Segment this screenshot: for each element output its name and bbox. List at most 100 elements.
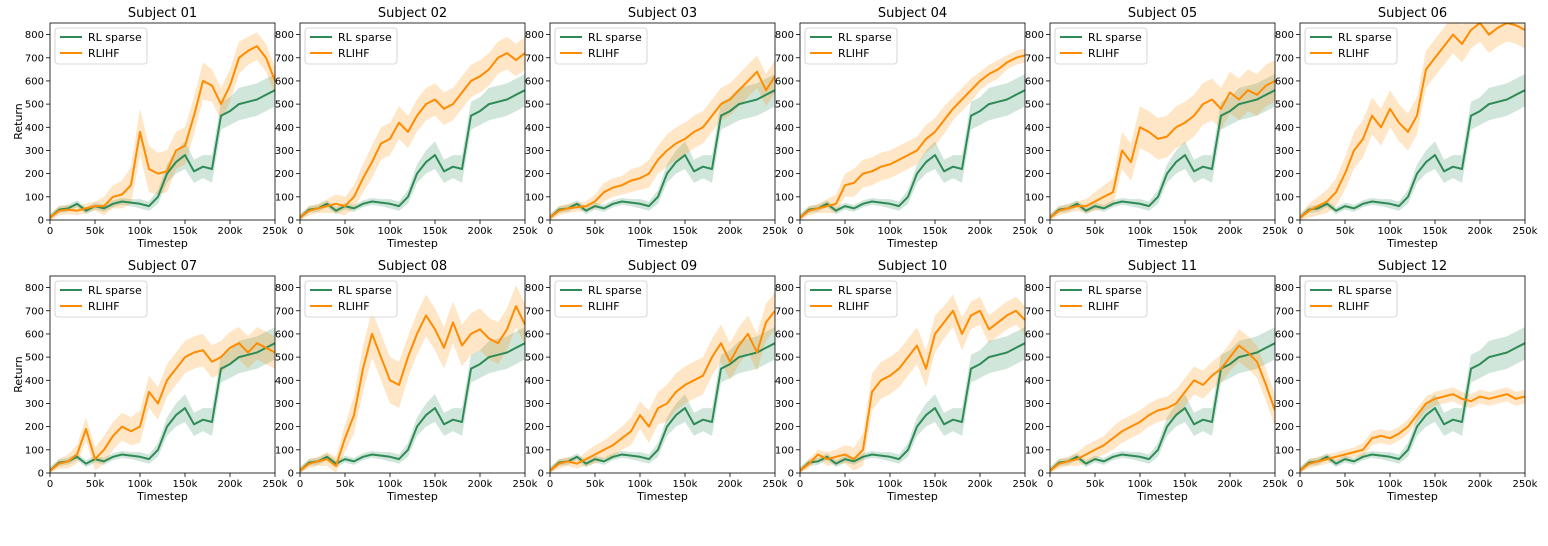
band-rlihf [550,292,775,473]
y-tick-label: 500 [525,100,544,111]
legend: RL sparse RLIHF [554,27,648,65]
x-tick-label: 50k [836,226,855,237]
y-tick-label: 0 [1038,216,1044,227]
y-tick-label: 600 [775,329,794,340]
legend: RL sparse RLIHF [1304,280,1398,318]
x-tick-label: 50k [836,479,855,490]
y-tick-label: 800 [25,283,44,294]
x-tick-label: 50k [1336,479,1355,490]
legend-label: RL sparse [588,31,642,44]
y-tick-label: 400 [1275,376,1294,387]
subplot-7: 0 50k 100k 150k 200k 250k 0 100 200 300 400 500 600 7… [12,259,288,503]
subplot-6: 0 50k 100k 150k 200k 250k 0 100 200 300 400 500 600 7… [1275,6,1538,250]
legend: RL sparse RLIHF [54,280,148,318]
legend-label: RLIHF [588,300,620,313]
subplot-1: 0 50k 100k 150k 200k 250k 0 100 200 300 400 500 600 7… [12,6,288,250]
x-tick-label: 0 [1297,479,1303,490]
line-rlihf [300,52,525,219]
line-rlihf [550,310,775,472]
y-tick-label: 200 [1025,422,1044,433]
y-tick-label: 800 [1025,30,1044,41]
y-tick-label: 0 [1288,216,1294,227]
y-axis-label: Return [12,356,25,393]
subplot-title: Subject 10 [878,259,947,274]
x-tick-label: 0 [1297,226,1303,237]
x-tick-label: 0 [547,479,553,490]
y-tick-label: 800 [775,283,794,294]
legend-label: RLIHF [1338,47,1370,60]
y-tick-label: 0 [538,216,544,227]
y-tick-label: 200 [775,169,794,180]
y-tick-label: 0 [38,469,44,480]
y-tick-label: 700 [1025,306,1044,317]
line-rl-sparse [1050,89,1275,219]
x-tick-label: 200k [1468,226,1493,237]
y-tick-label: 100 [525,445,544,456]
y-tick-label: 300 [1275,399,1294,410]
y-tick-label: 600 [525,329,544,340]
y-tick-label: 200 [525,169,544,180]
x-tick-label: 150k [1423,479,1448,490]
y-axis-label: Return [12,103,25,140]
axes-frame [1049,275,1276,474]
y-tick-label: 700 [525,53,544,64]
subplot-title: Subject 09 [628,259,697,274]
x-tick-label: 200k [968,226,993,237]
axes-frame [1049,22,1276,221]
subplot-title: Subject 06 [1378,6,1447,21]
y-tick-label: 400 [25,123,44,134]
y-tick-label: 300 [525,146,544,157]
subplot-title: Subject 05 [1128,6,1197,21]
x-tick-label: 0 [297,226,303,237]
y-tick-label: 200 [1275,169,1294,180]
x-tick-label: 250k [263,479,288,490]
subplot-title: Subject 01 [128,6,197,21]
y-tick-label: 100 [275,192,294,203]
x-tick-label: 50k [586,479,605,490]
subplot-title: Subject 03 [628,6,697,21]
legend: RL sparse RLIHF [1054,27,1148,65]
y-tick-label: 700 [1025,53,1044,64]
legend-label: RLIHF [338,300,370,313]
y-tick-label: 500 [1025,100,1044,111]
legend: RL sparse RLIHF [54,27,148,65]
legend-label: RL sparse [1088,284,1142,297]
x-tick-label: 200k [468,479,493,490]
x-tick-label: 0 [297,479,303,490]
x-tick-label: 250k [1263,479,1288,490]
legend-label: RLIHF [88,47,120,60]
x-tick-label: 200k [718,479,743,490]
legend-label: RL sparse [1338,31,1392,44]
x-tick-label: 50k [586,226,605,237]
y-tick-label: 300 [1025,399,1044,410]
line-rl-sparse [550,89,775,219]
x-tick-label: 100k [1378,479,1403,490]
x-tick-label: 150k [173,226,198,237]
y-tick-label: 800 [775,30,794,41]
y-tick-label: 800 [275,283,294,294]
line-rlihf [1050,344,1275,472]
y-tick-label: 600 [1025,329,1044,340]
x-tick-label: 200k [968,479,993,490]
line-rl-sparse [1300,342,1525,472]
x-tick-label: 150k [673,479,698,490]
subplot-9: 0 50k 100k 150k 200k 250k 0 100 200 300 400 500 600 7… [525,259,788,503]
legend-label: RLIHF [1338,300,1370,313]
x-tick-label: 100k [1378,226,1403,237]
x-tick-label: 100k [128,479,153,490]
line-rlihf [50,45,275,219]
axes-frame [49,275,276,474]
x-tick-label: 50k [336,479,355,490]
x-tick-label: 0 [797,226,803,237]
y-tick-label: 700 [25,306,44,317]
axes-frame [49,22,276,221]
y-tick-label: 100 [275,445,294,456]
y-tick-label: 100 [1275,445,1294,456]
y-tick-label: 800 [525,30,544,41]
axes-frame [549,275,776,474]
y-tick-label: 200 [775,422,794,433]
x-tick-label: 150k [423,226,448,237]
y-tick-label: 600 [1275,329,1294,340]
y-tick-label: 500 [775,353,794,364]
legend-label: RL sparse [88,284,142,297]
